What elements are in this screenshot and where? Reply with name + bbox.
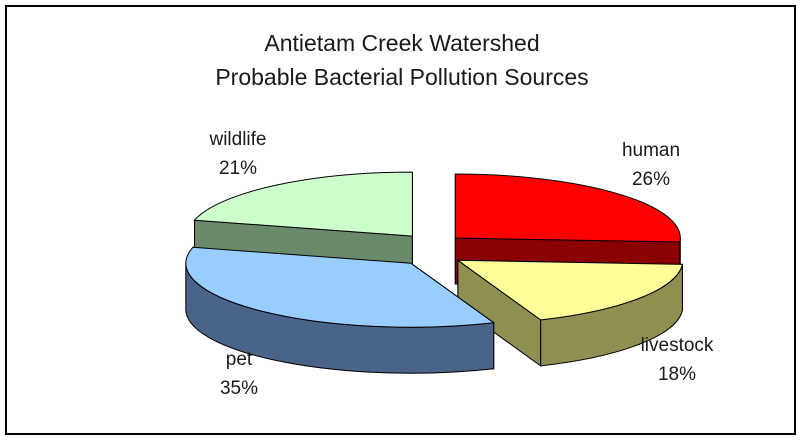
pie-slice-pet [185,246,496,328]
slice-value-livestock: 18% [657,364,697,385]
slice-name-human: human [621,140,681,161]
pie-slice-wildlife [193,171,413,237]
chart-title-line-2: Probable Bacterial Pollution Sources [215,64,589,90]
slice-label-livestock: livestock 18% [612,331,742,389]
chart-title-line-1: Antietam Creek Watershed [264,30,540,56]
pie-slice-human [454,173,681,243]
slice-label-pet: pet 35% [194,345,284,403]
pie-slice-livestock [456,259,684,321]
pie-slice-tops [185,171,684,328]
slice-name-livestock: livestock [640,335,714,356]
slice-value-human: 26% [631,169,671,190]
slice-label-human: human 26% [596,136,706,194]
slice-name-wildlife: wildlife [209,129,267,150]
slice-value-wildlife: 21% [218,158,258,179]
slice-value-pet: 35% [219,378,259,399]
slice-name-pet: pet [225,349,253,370]
slice-label-wildlife: wildlife 21% [183,125,293,183]
